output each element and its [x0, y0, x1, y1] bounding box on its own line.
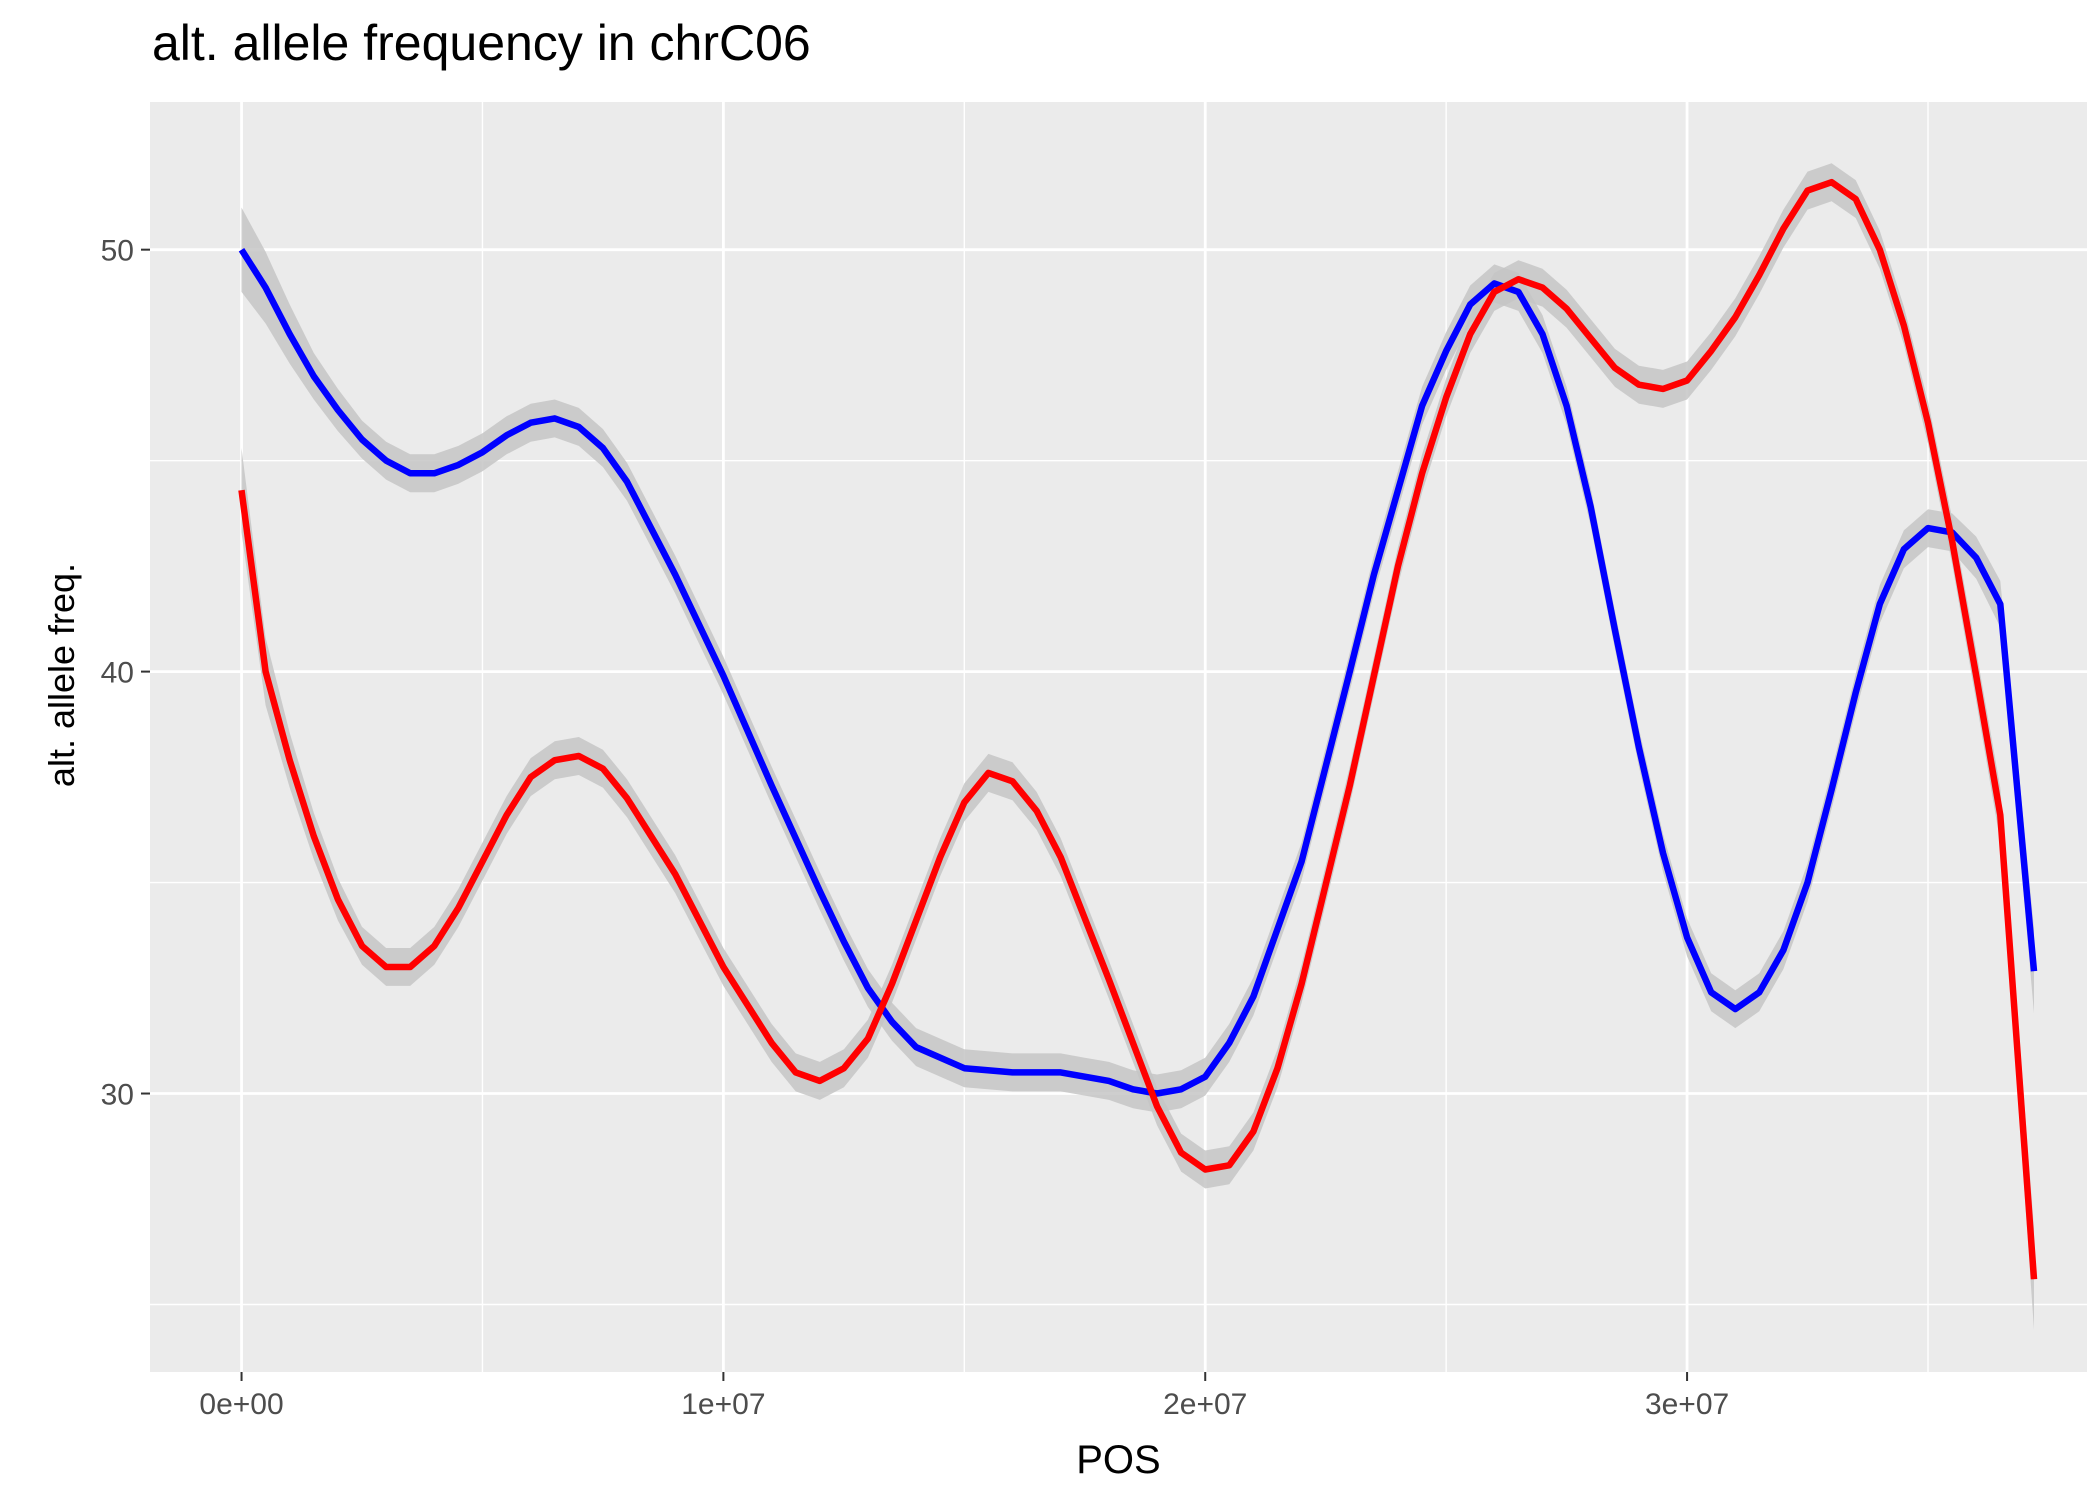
- chart-title: alt. allele frequency in chrC06: [152, 15, 811, 71]
- red-series-line: [238, 178, 2038, 1280]
- x-tick-label: 2e+07: [1163, 1388, 1247, 1421]
- plot-panel: [150, 102, 2087, 1372]
- grid-minor: [150, 102, 2087, 1372]
- series-lines: [238, 178, 2038, 1280]
- x-axis-label: POS: [1076, 1438, 1161, 1482]
- x-tick-label: 1e+07: [681, 1388, 765, 1421]
- y-tick-label: 40: [101, 657, 134, 690]
- y-axis-label: alt. allele freq.: [41, 562, 82, 788]
- axis-ticks: 0e+00 1e+07 2e+07 3e+07 30 40 50: [101, 235, 1730, 1421]
- y-tick-label: 30: [101, 1079, 134, 1112]
- x-tick-label: 0e+00: [199, 1388, 283, 1421]
- blue-series-line: [238, 247, 2038, 1097]
- x-tick-label: 3e+07: [1645, 1388, 1729, 1421]
- y-tick-label: 50: [101, 235, 134, 268]
